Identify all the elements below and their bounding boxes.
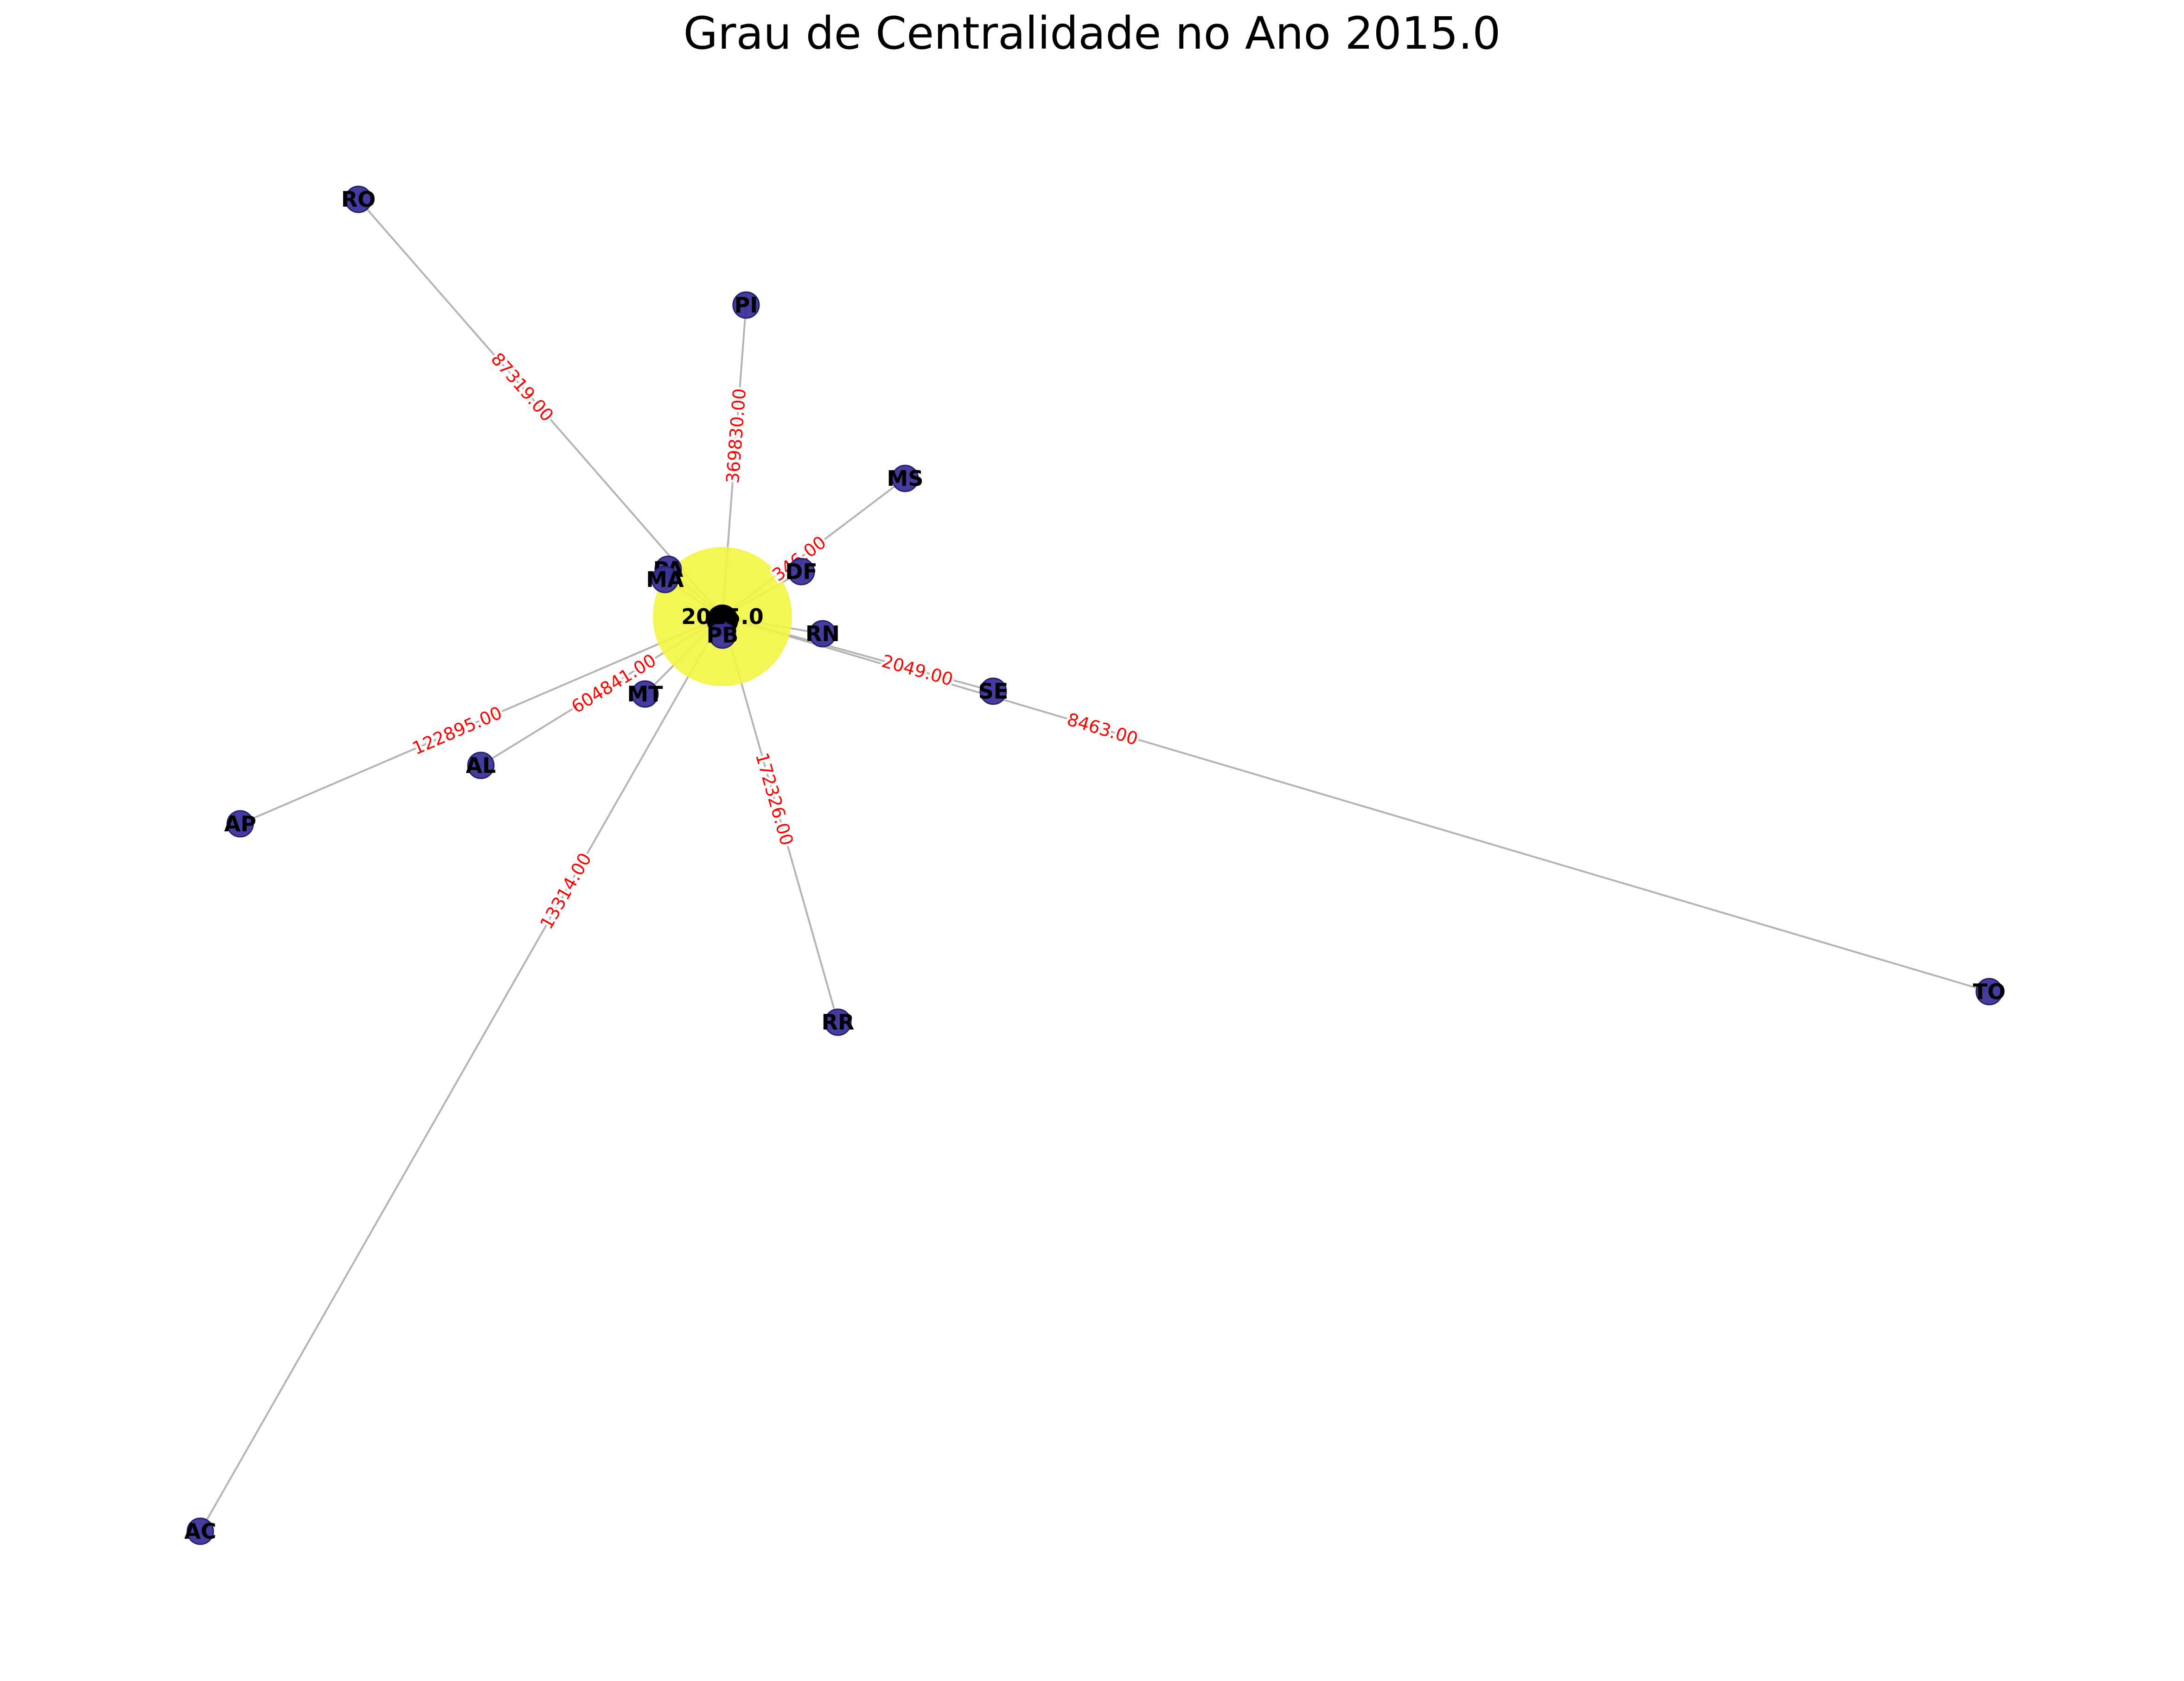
node-label: PI <box>734 293 758 318</box>
node-mt: MT <box>627 680 663 708</box>
node-circle <box>186 1517 214 1545</box>
node-circle <box>467 751 495 779</box>
node-label: RO <box>341 187 376 212</box>
edges-layer <box>199 198 1990 1532</box>
edge-ap <box>240 616 723 825</box>
node-ma: MA <box>646 566 684 593</box>
edge-label-ap: 122895.00 <box>409 702 505 759</box>
node-pi: PI <box>732 291 760 319</box>
node-rr: RR <box>822 1008 855 1036</box>
node-circle <box>631 680 659 708</box>
node-se: SE <box>978 677 1009 705</box>
edge-label-ac: 13314.00 <box>536 849 595 932</box>
hub-label: 2015.0 <box>681 604 764 629</box>
node-circle <box>1975 978 2003 1006</box>
node-circle <box>345 185 372 213</box>
node-label: DF <box>785 559 817 584</box>
node-label: AP <box>224 811 256 836</box>
edge-rr <box>722 616 839 1023</box>
node-label: RN <box>805 621 840 646</box>
node-label: TO <box>1973 979 2005 1004</box>
node-ap: AP <box>224 810 256 838</box>
edge-ac <box>199 616 723 1532</box>
edge-label-ro: 87319.00 <box>487 349 557 426</box>
node-label: AL <box>466 753 496 778</box>
edge-label-to: 8463.00 <box>1065 709 1140 749</box>
node-circle <box>891 465 919 492</box>
node-df: DF <box>785 558 817 586</box>
node-al: AL <box>466 751 496 779</box>
node-circle <box>787 558 815 586</box>
node-label: RR <box>822 1010 855 1035</box>
nodes-layer: ROPIMSPAMADFRNPBSEMTALAPRRTOAC2015.0 <box>184 185 2005 1545</box>
node-circle <box>979 677 1007 705</box>
node-circle <box>709 621 736 649</box>
node-circle <box>651 566 679 593</box>
node-to: TO <box>1973 978 2005 1006</box>
node-label: AC <box>184 1519 216 1544</box>
node-circle <box>809 620 837 648</box>
edge-label-pi: 369830.00 <box>722 388 750 484</box>
edge-label-se: 2049.00 <box>880 651 955 690</box>
node-label: SE <box>978 679 1009 704</box>
node-ac: AC <box>184 1517 217 1545</box>
node-label: MT <box>627 681 663 707</box>
node-ms: MS <box>887 465 924 492</box>
edge-to <box>722 616 1990 993</box>
edge-label-rr: 172326.00 <box>752 751 798 848</box>
node-label: PB <box>707 623 739 648</box>
node-rn: RN <box>805 620 840 648</box>
edge-ro <box>358 198 723 618</box>
node-circle <box>226 810 254 838</box>
node-circle <box>732 291 760 319</box>
graph-title: Grau de Centralidade no Ano 2015.0 <box>683 7 1501 59</box>
node-ro: RO <box>341 185 376 213</box>
node-label: MS <box>887 466 924 491</box>
node-pb: PB <box>707 621 739 649</box>
node-circle <box>824 1008 852 1036</box>
node-label: MA <box>646 567 684 592</box>
